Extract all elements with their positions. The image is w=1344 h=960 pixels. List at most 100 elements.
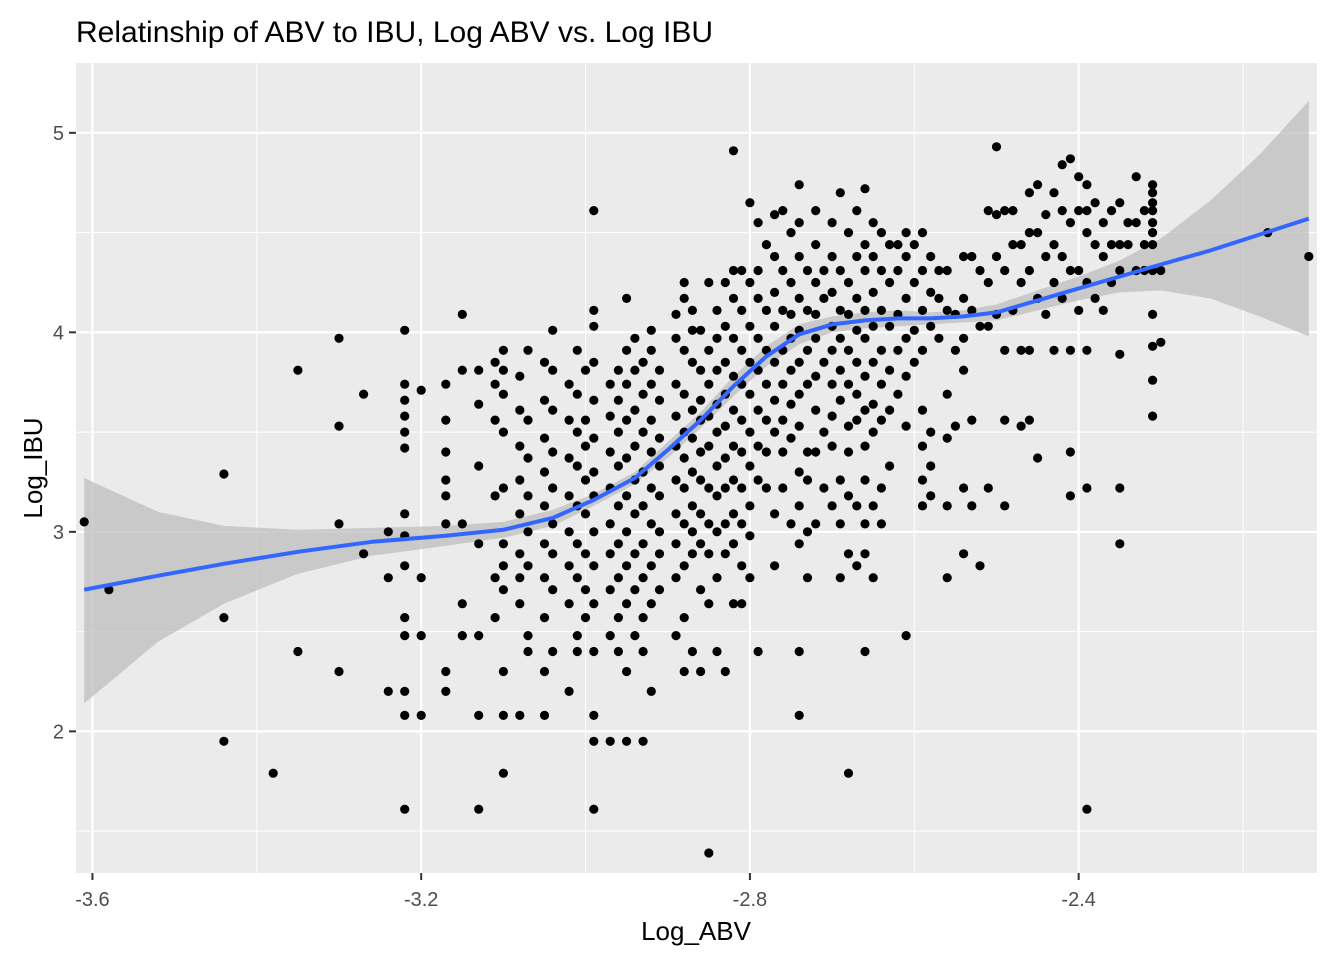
data-point: [457, 599, 467, 609]
data-point: [761, 305, 772, 315]
data-point: [441, 379, 451, 389]
data-point: [696, 395, 706, 405]
data-point: [926, 251, 936, 262]
data-point: [515, 549, 525, 559]
data-point: [580, 441, 591, 451]
data-point: [967, 501, 977, 511]
data-point: [835, 188, 845, 198]
data-point: [441, 686, 451, 697]
data-point: [909, 325, 919, 335]
data-point: [991, 142, 1002, 152]
data-point: [523, 561, 533, 571]
data-point: [564, 379, 574, 389]
data-point: [646, 447, 656, 457]
data-point: [219, 469, 229, 479]
data-point: [671, 309, 681, 319]
data-point: [876, 483, 887, 493]
data-point: [753, 293, 763, 303]
data-point: [843, 309, 854, 319]
data-point: [778, 483, 788, 493]
data-point: [1098, 218, 1108, 228]
data-point: [523, 631, 533, 641]
data-point: [860, 441, 870, 451]
data-point: [794, 710, 804, 721]
data-point: [539, 573, 550, 583]
data-point: [827, 287, 837, 297]
data-point: [1082, 180, 1092, 190]
data-point: [1065, 154, 1075, 164]
data-point: [498, 666, 508, 677]
data-point: [770, 395, 780, 405]
data-point: [860, 333, 870, 343]
data-point: [622, 527, 632, 537]
data-point: [876, 379, 887, 389]
data-point: [638, 573, 648, 583]
data-point: [737, 519, 747, 529]
data-point: [712, 461, 722, 471]
data-point: [1090, 240, 1100, 250]
data-point: [876, 415, 887, 425]
data-point: [704, 599, 714, 609]
data-point: [737, 265, 747, 276]
data-point: [794, 357, 804, 367]
data-point: [1106, 240, 1117, 250]
data-point: [1065, 491, 1075, 501]
data-point: [1057, 160, 1067, 170]
data-point: [1156, 265, 1166, 276]
data-point: [909, 357, 919, 367]
data-point: [728, 405, 739, 415]
data-point: [1033, 180, 1043, 190]
data-point: [539, 666, 550, 677]
data-point: [1000, 345, 1010, 355]
data-point: [770, 357, 780, 367]
data-point: [1115, 349, 1125, 359]
data-point: [778, 447, 788, 457]
data-point: [474, 710, 484, 721]
data-point: [539, 501, 550, 511]
data-point: [753, 265, 763, 276]
data-point: [539, 539, 550, 549]
data-point: [852, 389, 862, 399]
data-point: [646, 379, 656, 389]
data-point: [613, 646, 624, 657]
data-point: [457, 309, 467, 319]
data-point: [843, 768, 854, 778]
data-point: [942, 265, 952, 276]
data-point: [835, 333, 845, 343]
data-point: [868, 287, 878, 297]
data-point: [679, 453, 689, 463]
data-point: [498, 539, 508, 549]
data-point: [654, 491, 665, 501]
data-point: [646, 415, 656, 425]
data-point: [786, 519, 796, 529]
data-point: [1148, 180, 1158, 190]
data-point: [786, 228, 796, 238]
data-point: [515, 441, 525, 451]
data-point: [548, 549, 558, 559]
data-point: [1115, 198, 1125, 208]
data-point: [679, 293, 689, 303]
data-point: [1074, 172, 1084, 182]
data-point: [1016, 345, 1026, 355]
data-point: [441, 666, 451, 677]
data-point: [572, 389, 582, 399]
data-point: [638, 539, 648, 549]
data-point: [959, 365, 969, 375]
data-point: [770, 561, 780, 571]
data-point: [687, 501, 698, 511]
data-point: [580, 585, 591, 595]
data-point: [967, 415, 977, 425]
data-point: [959, 549, 969, 559]
data-point: [728, 333, 739, 343]
data-point: [876, 519, 887, 529]
data-point: [1131, 218, 1141, 228]
data-point: [498, 427, 508, 437]
data-point: [1082, 345, 1092, 355]
data-point: [975, 561, 985, 571]
data-point: [1033, 228, 1043, 238]
data-point: [679, 277, 689, 288]
data-point: [687, 549, 698, 559]
data-point: [860, 519, 870, 529]
data-point: [917, 228, 928, 238]
